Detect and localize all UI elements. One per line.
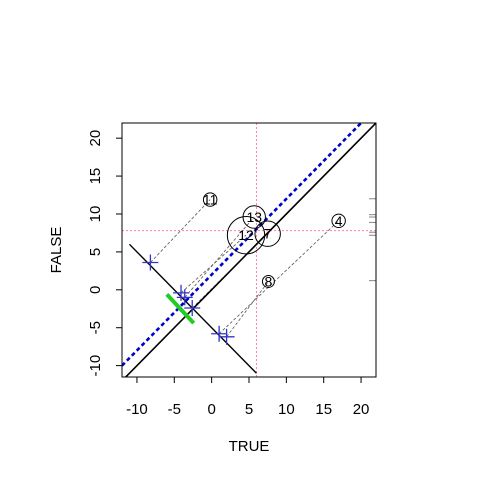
x-axis: -10 -5 0 5 10 15 20 xyxy=(126,377,369,418)
y-tick-label: 5 xyxy=(87,248,104,256)
y-tick-label: 20 xyxy=(87,130,104,147)
circle-mark xyxy=(254,220,281,247)
y-axis: -10 -5 0 5 10 15 20 xyxy=(87,130,122,377)
y-tick-label: -10 xyxy=(87,355,104,377)
x-tick-label: -10 xyxy=(126,401,148,418)
circle-point-4: 4 xyxy=(331,213,346,229)
circle-label: 4 xyxy=(335,213,343,229)
y-tick-label: -5 xyxy=(87,321,104,334)
y-tick-label: 0 xyxy=(87,286,104,294)
circle-mark xyxy=(331,213,346,229)
cross-point-1 xyxy=(173,284,190,301)
circle-point-12: 12 xyxy=(226,216,266,255)
y-tick-label: 10 xyxy=(87,206,104,223)
circle-point-7: 7 xyxy=(254,220,281,247)
x-axis-label: TRUE xyxy=(229,438,270,455)
cross-point-4 xyxy=(211,325,228,342)
x-tick-label: -5 xyxy=(168,401,181,418)
connector-4 xyxy=(218,220,339,335)
connector-1 xyxy=(180,234,247,294)
circle-label: 12 xyxy=(238,227,254,243)
cross-point-0 xyxy=(142,254,159,271)
circle-mark xyxy=(202,192,218,207)
x-tick-label: 10 xyxy=(278,401,295,418)
x-tick-label: 20 xyxy=(353,401,370,418)
circle-mark xyxy=(226,216,266,255)
green-segment xyxy=(165,292,196,325)
circle-label: 8 xyxy=(265,273,273,289)
cross-point-2 xyxy=(176,289,193,306)
cross-point-3 xyxy=(184,300,201,317)
connector-2 xyxy=(184,216,255,298)
y-tick-label: 15 xyxy=(87,168,104,185)
x-tick-label: 15 xyxy=(315,401,332,418)
circle-mark xyxy=(261,274,275,288)
x-tick-label: 5 xyxy=(245,401,253,418)
connector-0 xyxy=(150,199,211,263)
circle-point-11: 11 xyxy=(203,192,218,208)
y-axis-label: FALSE xyxy=(48,227,65,274)
circle-point-8: 8 xyxy=(261,273,275,289)
identity-line xyxy=(124,123,376,377)
offset-dashed-line xyxy=(122,123,362,367)
connector-5 xyxy=(226,281,269,338)
circle-label: 11 xyxy=(203,192,218,208)
cross-point-5 xyxy=(218,328,235,345)
circle-label: 7 xyxy=(264,226,272,242)
x-tick-label: 0 xyxy=(207,401,215,418)
